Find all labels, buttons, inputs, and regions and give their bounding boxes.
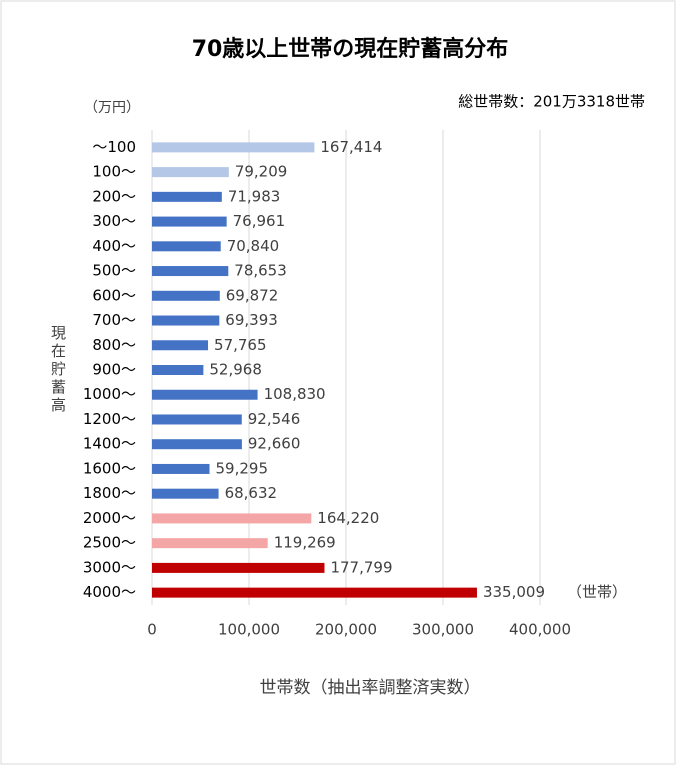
value-label: 69,393 (225, 311, 278, 329)
y-tick-label: ～100 (92, 138, 136, 156)
value-label: 92,546 (248, 410, 301, 428)
bar (152, 488, 219, 499)
x-tick-label: 200,000 (315, 621, 377, 639)
y-tick-label: 1400～ (83, 435, 136, 453)
y-tick-label: 1600～ (83, 459, 136, 477)
bar (152, 538, 268, 549)
bar (152, 266, 229, 277)
y-tick-label: 600～ (92, 286, 136, 304)
value-label: 79,209 (235, 163, 288, 181)
bar (152, 290, 220, 301)
bar (152, 414, 242, 425)
y-tick-label: 200～ (92, 187, 136, 205)
y-tick-label: 4000～ (83, 583, 136, 601)
y-tick-label: 900～ (92, 361, 136, 379)
bar (152, 241, 221, 252)
x-axis-label: 世帯数（抽出率調整済実数） (260, 678, 481, 698)
subtitle: 総世帯数：201万3318世帯 (458, 93, 645, 111)
value-label: 71,983 (228, 187, 281, 205)
value-label: 92,660 (248, 435, 300, 453)
bar (152, 315, 220, 326)
y-tick-label: 700～ (92, 311, 136, 329)
y-axis-label: 現在貯蓄高 (49, 325, 67, 415)
bar (152, 562, 325, 573)
x-tick-label: 100,000 (218, 621, 280, 639)
bar (152, 463, 210, 474)
bar (152, 167, 229, 178)
value-label: 164,220 (317, 509, 379, 527)
y-tick-label: 400～ (92, 237, 136, 255)
y-tick-label: 3000～ (83, 558, 136, 576)
y-tick-label: 100～ (92, 163, 136, 181)
value-label: 335,009 (483, 583, 545, 601)
chart-title: 70歳以上世帯の現在貯蓄高分布 (192, 36, 509, 62)
value-label: 108,830 (264, 385, 326, 403)
bar (152, 216, 227, 227)
bar (152, 142, 315, 153)
y-tick-label: 800～ (92, 336, 136, 354)
value-label: 59,295 (216, 459, 269, 477)
value-label: 177,799 (330, 558, 392, 576)
y-tick-label: 2500～ (83, 534, 136, 552)
x-tick-label: 0 (147, 621, 157, 639)
y-tick-label: 2000～ (83, 509, 136, 527)
y-tick-label: 300～ (92, 212, 136, 230)
y-tick-label: 500～ (92, 262, 136, 280)
value-label: 57,765 (214, 336, 267, 354)
bar (152, 513, 312, 524)
value-label: 52,968 (209, 361, 262, 379)
x-tick-label: 400,000 (509, 621, 571, 639)
bar (152, 365, 204, 375)
y-tick-label: 1800～ (83, 484, 136, 502)
value-label: 78,653 (234, 262, 286, 280)
x-tick-label: 300,000 (412, 621, 474, 639)
annotation: （世帯） (567, 583, 627, 601)
y-tick-label: 1200～ (83, 410, 136, 428)
value-label: 69,872 (226, 286, 278, 304)
value-label: 76,961 (233, 212, 285, 230)
bar (152, 439, 242, 450)
value-label: 68,632 (225, 484, 278, 502)
value-label: 119,269 (274, 534, 336, 552)
y-tick-label: 1000～ (83, 385, 136, 403)
bar (152, 340, 209, 351)
unit-label: （万円） (84, 100, 140, 116)
value-label: 70,840 (227, 237, 279, 255)
bar (152, 587, 477, 598)
value-label: 167,414 (320, 138, 382, 156)
bar (152, 191, 222, 202)
bar (152, 389, 258, 400)
